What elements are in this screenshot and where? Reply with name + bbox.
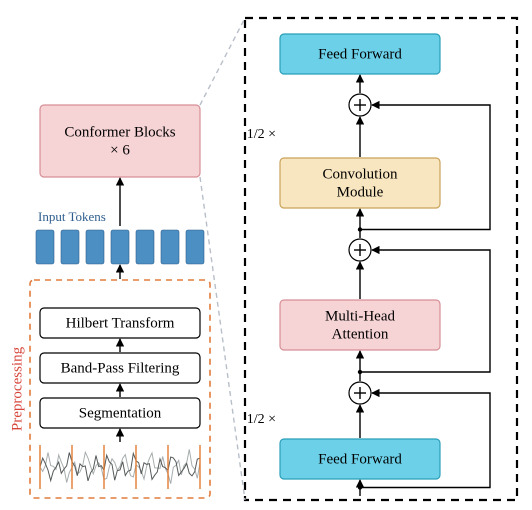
waveform <box>40 449 200 483</box>
segmentation-block-label: Segmentation <box>79 405 162 421</box>
input-token <box>61 230 79 264</box>
input-token <box>186 230 204 264</box>
preprocessing-label: Preprocessing <box>9 346 25 431</box>
convolution-module-label1: Convolution <box>322 166 398 182</box>
multi-head-attention-label2: Attention <box>332 326 389 342</box>
feed-forward-bottom-label: Feed Forward <box>318 451 402 467</box>
half-scale-bottom: 1/2 × <box>247 412 276 427</box>
input-token <box>161 230 179 264</box>
input-token <box>86 230 104 264</box>
input-token <box>36 230 54 264</box>
expand-line-top <box>200 18 245 105</box>
input-token <box>111 230 129 264</box>
feed-forward-top-label: Feed Forward <box>318 46 402 62</box>
hilbert-block-label: Hilbert Transform <box>66 315 175 331</box>
input-tokens-label: Input Tokens <box>38 209 106 224</box>
convolution-module-label2: Module <box>337 184 384 200</box>
multi-head-attention-label1: Multi-Head <box>325 308 395 324</box>
half-scale-top: 1/2 × <box>247 127 276 142</box>
conformer-blocks <box>40 105 200 177</box>
bandpass-block-label: Band-Pass Filtering <box>61 360 180 376</box>
conformer-detail-box <box>245 18 517 500</box>
conformer-blocks-label1: Conformer Blocks <box>64 124 175 140</box>
expand-line-bottom <box>200 177 245 500</box>
conformer-blocks-label2: × 6 <box>110 142 130 158</box>
input-token <box>136 230 154 264</box>
